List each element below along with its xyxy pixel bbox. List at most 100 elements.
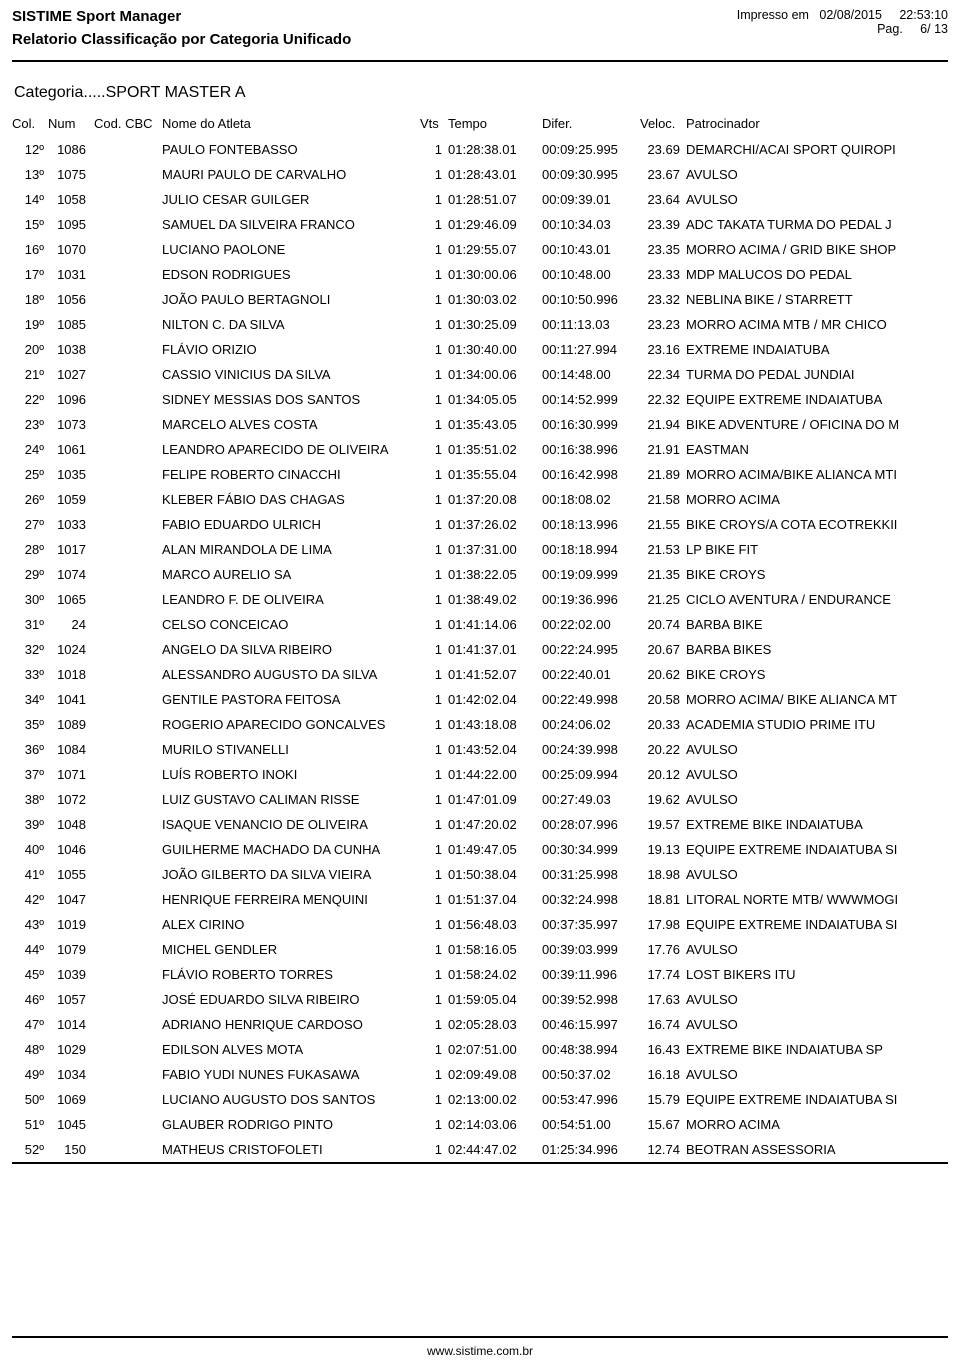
cell-patro: AVULSO (686, 1067, 948, 1082)
cell-nome: EDSON RODRIGUES (162, 267, 420, 282)
cell-cbc (94, 942, 162, 957)
cell-difer: 00:18:18.994 (542, 542, 640, 557)
cell-col: 22º (12, 392, 48, 407)
cell-veloc: 21.53 (640, 542, 686, 557)
cell-tempo: 01:47:20.02 (448, 817, 542, 832)
cell-difer: 00:50:37.02 (542, 1067, 640, 1082)
cell-num: 1019 (48, 917, 94, 932)
cell-cbc (94, 417, 162, 432)
cell-cbc (94, 442, 162, 457)
cell-difer: 00:16:42.998 (542, 467, 640, 482)
cell-patro: BARBA BIKE (686, 617, 948, 632)
table-row: 12º1086PAULO FONTEBASSO101:28:38.0100:09… (12, 137, 948, 162)
cell-patro: AVULSO (686, 167, 948, 182)
cell-vts: 1 (420, 342, 448, 357)
cell-cbc (94, 392, 162, 407)
cell-veloc: 23.39 (640, 217, 686, 232)
cell-tempo: 01:51:37.04 (448, 892, 542, 907)
cell-cbc (94, 742, 162, 757)
cell-patro: MORRO ACIMA/ BIKE ALIANCA MT (686, 692, 948, 707)
cell-vts: 1 (420, 667, 448, 682)
cell-vts: 1 (420, 1017, 448, 1032)
table-row: 38º1072LUIZ GUSTAVO CALIMAN RISSE101:47:… (12, 787, 948, 812)
cell-nome: CELSO CONCEICAO (162, 617, 420, 632)
cell-cbc (94, 267, 162, 282)
cell-col: 29º (12, 567, 48, 582)
cell-difer: 00:53:47.996 (542, 1092, 640, 1107)
cell-nome: LUIZ GUSTAVO CALIMAN RISSE (162, 792, 420, 807)
cell-num: 1085 (48, 317, 94, 332)
cell-veloc: 21.55 (640, 517, 686, 532)
table-row: 45º1039FLÁVIO ROBERTO TORRES101:58:24.02… (12, 962, 948, 987)
cell-difer: 00:14:48.00 (542, 367, 640, 382)
cell-nome: MICHEL GENDLER (162, 942, 420, 957)
cell-col: 41º (12, 867, 48, 882)
cell-veloc: 23.67 (640, 167, 686, 182)
cell-vts: 1 (420, 292, 448, 307)
printed-line: Impresso em 02/08/2015 22:53:10 (737, 8, 948, 22)
cell-vts: 1 (420, 442, 448, 457)
cell-tempo: 01:43:52.04 (448, 742, 542, 757)
cell-veloc: 20.67 (640, 642, 686, 657)
cell-num: 1039 (48, 967, 94, 982)
th-col: Col. (12, 116, 48, 131)
cell-cbc (94, 642, 162, 657)
cell-veloc: 21.89 (640, 467, 686, 482)
cell-col: 28º (12, 542, 48, 557)
cell-cbc (94, 692, 162, 707)
cell-veloc: 23.69 (640, 142, 686, 157)
cell-cbc (94, 817, 162, 832)
cell-col: 14º (12, 192, 48, 207)
cell-veloc: 20.22 (640, 742, 686, 757)
printed-label: Impresso em (737, 8, 809, 22)
cell-num: 1048 (48, 817, 94, 832)
cell-col: 23º (12, 417, 48, 432)
cell-patro: AVULSO (686, 867, 948, 882)
cell-cbc (94, 517, 162, 532)
cell-num: 1017 (48, 542, 94, 557)
cell-difer: 01:25:34.996 (542, 1142, 640, 1157)
cell-vts: 1 (420, 267, 448, 282)
cell-cbc (94, 592, 162, 607)
table-row: 35º1089ROGERIO APARECIDO GONCALVES101:43… (12, 712, 948, 737)
cell-tempo: 01:29:55.07 (448, 242, 542, 257)
cell-veloc: 17.63 (640, 992, 686, 1007)
table-row: 27º1033FABIO EDUARDO ULRICH101:37:26.020… (12, 512, 948, 537)
cell-veloc: 22.32 (640, 392, 686, 407)
cell-vts: 1 (420, 942, 448, 957)
cell-difer: 00:37:35.997 (542, 917, 640, 932)
cell-nome: JULIO CESAR GUILGER (162, 192, 420, 207)
category-label: Categoria.....SPORT MASTER A (12, 84, 948, 102)
cell-patro: EASTMAN (686, 442, 948, 457)
cell-nome: LUÍS ROBERTO INOKI (162, 767, 420, 782)
cell-col: 47º (12, 1017, 48, 1032)
cell-tempo: 01:37:20.08 (448, 492, 542, 507)
cell-num: 1027 (48, 367, 94, 382)
cell-nome: JOSÉ EDUARDO SILVA RIBEIRO (162, 992, 420, 1007)
cell-cbc (94, 867, 162, 882)
cell-nome: PAULO FONTEBASSO (162, 142, 420, 157)
cell-num: 1061 (48, 442, 94, 457)
cell-nome: SIDNEY MESSIAS DOS SANTOS (162, 392, 420, 407)
cell-vts: 1 (420, 817, 448, 832)
cell-nome: ISAQUE VENANCIO DE OLIVEIRA (162, 817, 420, 832)
cell-difer: 00:39:03.999 (542, 942, 640, 957)
cell-cbc (94, 1067, 162, 1082)
cell-num: 1031 (48, 267, 94, 282)
cell-cbc (94, 567, 162, 582)
cell-vts: 1 (420, 617, 448, 632)
cell-num: 1041 (48, 692, 94, 707)
cell-num: 1072 (48, 792, 94, 807)
cell-difer: 00:25:09.994 (542, 767, 640, 782)
cell-tempo: 01:56:48.03 (448, 917, 542, 932)
table-row: 13º1075MAURI PAULO DE CARVALHO101:28:43.… (12, 162, 948, 187)
table-row: 39º1048ISAQUE VENANCIO DE OLIVEIRA101:47… (12, 812, 948, 837)
cell-veloc: 18.98 (640, 867, 686, 882)
cell-col: 12º (12, 142, 48, 157)
cell-nome: ALAN MIRANDOLA DE LIMA (162, 542, 420, 557)
footer-url: www.sistime.com.br (427, 1344, 533, 1358)
cell-veloc: 21.91 (640, 442, 686, 457)
cell-veloc: 23.32 (640, 292, 686, 307)
cell-patro: ADC TAKATA TURMA DO PEDAL J (686, 217, 948, 232)
cell-nome: HENRIQUE FERREIRA MENQUINI (162, 892, 420, 907)
